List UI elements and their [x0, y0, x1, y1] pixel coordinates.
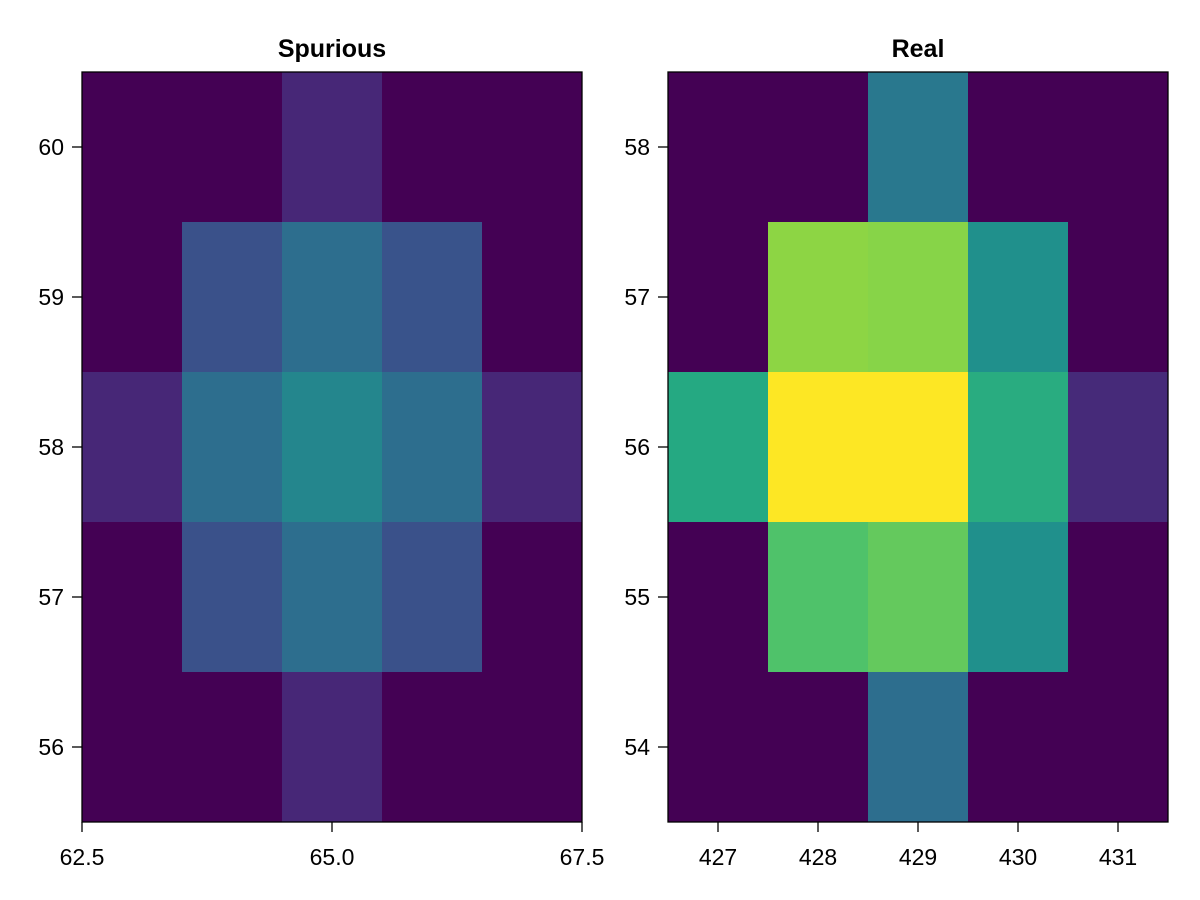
y-tick-label: 58 — [38, 434, 64, 460]
heatmap-cell — [868, 222, 969, 373]
heatmap-cell — [1068, 222, 1169, 373]
heatmap-cell — [482, 522, 583, 673]
heatmap-cell — [482, 372, 583, 523]
heatmap-cell — [82, 672, 183, 823]
heatmap-cell — [968, 522, 1069, 673]
heatmap-cell — [482, 222, 583, 373]
heatmap-cell — [182, 522, 283, 673]
heatmap-cell — [768, 672, 869, 823]
heatmap-cell — [382, 672, 483, 823]
heatmap-cell — [668, 72, 769, 223]
axis-ticks: 62.5 65.0 67.5 56 57 58 59 60 — [38, 134, 604, 870]
y-tick-label: 57 — [38, 584, 64, 610]
heatmap-cell — [282, 222, 383, 373]
heatmap-cell — [768, 372, 869, 523]
y-tick-label: 55 — [624, 584, 650, 610]
heatmap-cell — [82, 522, 183, 673]
heatmap-cells — [668, 72, 1169, 823]
heatmap-cell — [968, 72, 1069, 223]
y-tick-label: 54 — [624, 734, 650, 760]
heatmap-cell — [82, 372, 183, 523]
heatmap-cell — [768, 72, 869, 223]
heatmap-cell — [868, 522, 969, 673]
heatmap-cell — [182, 672, 283, 823]
heatmap-cell — [768, 222, 869, 373]
y-tick-label: 58 — [624, 134, 650, 160]
x-tick-label: 430 — [999, 844, 1037, 870]
heatmap-cell — [668, 372, 769, 523]
y-tick-label: 59 — [38, 284, 64, 310]
y-tick-label: 60 — [38, 134, 64, 160]
axis-ticks: 427 428 429 430 431 54 55 56 57 58 — [624, 134, 1137, 870]
heatmap-cell — [868, 72, 969, 223]
heatmap-cell — [382, 522, 483, 673]
x-tick-label: 429 — [899, 844, 937, 870]
chart-title: Real — [892, 35, 945, 63]
heatmap-cell — [282, 672, 383, 823]
heatmap-panel-real: Real 427 428 429 430 431 54 55 56 57 58 — [624, 35, 1169, 870]
y-tick-label: 57 — [624, 284, 650, 310]
heatmap-cell — [282, 522, 383, 673]
chart-title: Spurious — [278, 35, 386, 63]
x-tick-label: 67.5 — [560, 844, 605, 870]
x-tick-label: 65.0 — [310, 844, 355, 870]
heatmap-cell — [82, 222, 183, 373]
y-tick-label: 56 — [38, 734, 64, 760]
x-tick-label: 427 — [699, 844, 737, 870]
y-tick-label: 56 — [624, 434, 650, 460]
heatmap-cell — [382, 372, 483, 523]
heatmap-cell — [182, 72, 283, 223]
heatmap-cell — [282, 72, 383, 223]
x-tick-label: 431 — [1099, 844, 1137, 870]
heatmap-cell — [382, 72, 483, 223]
heatmap-cell — [768, 522, 869, 673]
heatmap-cell — [968, 222, 1069, 373]
heatmap-cell — [1068, 72, 1169, 223]
heatmap-cell — [82, 72, 183, 223]
heatmap-cell — [482, 672, 583, 823]
heatmap-cell — [382, 222, 483, 373]
heatmap-cell — [968, 672, 1069, 823]
heatmap-cell — [482, 72, 583, 223]
heatmap-cell — [182, 372, 283, 523]
heatmap-cell — [282, 372, 383, 523]
heatmap-cell — [668, 222, 769, 373]
heatmap-cells — [82, 72, 583, 823]
heatmap-panel-spurious: Spurious 62.5 65.0 67.5 56 57 58 59 60 — [38, 35, 604, 870]
x-tick-label: 62.5 — [60, 844, 105, 870]
x-tick-label: 428 — [799, 844, 837, 870]
heatmap-cell — [1068, 372, 1169, 523]
heatmap-cell — [1068, 522, 1169, 673]
heatmap-cell — [868, 672, 969, 823]
heatmap-cell — [668, 672, 769, 823]
heatmap-cell — [1068, 672, 1169, 823]
heatmap-cell — [968, 372, 1069, 523]
heatmap-cell — [182, 222, 283, 373]
heatmap-cell — [868, 372, 969, 523]
heatmap-cell — [668, 522, 769, 673]
